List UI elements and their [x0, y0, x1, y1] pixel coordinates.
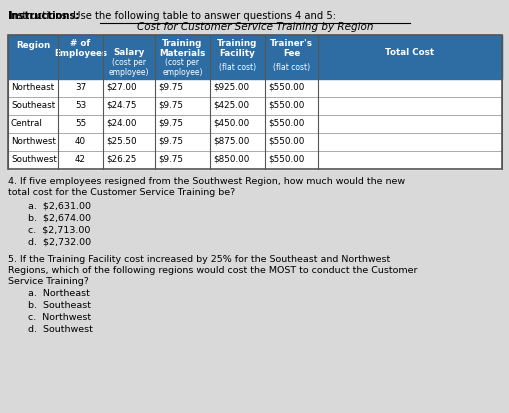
Text: $9.75: $9.75 [158, 137, 183, 145]
Text: $9.75: $9.75 [158, 100, 183, 109]
Text: Northwest: Northwest [11, 137, 56, 145]
Text: (flat cost): (flat cost) [272, 63, 309, 72]
Text: $25.50: $25.50 [106, 137, 136, 145]
Bar [8, 35, 501, 79]
Text: # of
Employees: # of Employees [54, 39, 107, 58]
Text: b.  $2,674.00: b. $2,674.00 [28, 213, 91, 222]
Text: Total Cost: Total Cost [385, 48, 434, 57]
Text: Southwest: Southwest [11, 154, 57, 164]
Text: $850.00: $850.00 [213, 154, 249, 164]
Text: (cost per
employee): (cost per employee) [162, 58, 203, 77]
Text: 53: 53 [75, 100, 86, 109]
Text: d.  $2,732.00: d. $2,732.00 [28, 237, 91, 246]
Text: Southeast: Southeast [11, 100, 55, 109]
Text: 5. If the Training Facility cost increased by 25% for the Southeast and Northwes: 5. If the Training Facility cost increas… [8, 255, 389, 264]
Text: Training
Materials: Training Materials [159, 39, 205, 58]
Text: c.  $2,713.00: c. $2,713.00 [28, 225, 90, 234]
Text: Instructions:: Instructions: [8, 11, 79, 21]
Text: c.  Northwest: c. Northwest [28, 313, 91, 322]
Text: $550.00: $550.00 [267, 154, 304, 164]
Text: Training
Facility: Training Facility [217, 39, 257, 58]
Text: $925.00: $925.00 [213, 83, 248, 92]
Text: $24.00: $24.00 [106, 119, 136, 128]
Text: b.  Southeast: b. Southeast [28, 301, 91, 310]
Text: $24.75: $24.75 [106, 100, 136, 109]
Text: 40: 40 [75, 137, 86, 145]
Bar [8, 35, 501, 169]
Text: 4. If five employees resigned from the Southwest Region, how much would the new: 4. If five employees resigned from the S… [8, 177, 404, 186]
Text: Cost for Customer Service Training by Region: Cost for Customer Service Training by Re… [136, 22, 373, 32]
Text: $26.25: $26.25 [106, 154, 136, 164]
Text: $425.00: $425.00 [213, 100, 248, 109]
Text: $550.00: $550.00 [267, 137, 304, 145]
Text: (cost per
employee): (cost per employee) [108, 58, 149, 77]
Text: $550.00: $550.00 [267, 83, 304, 92]
Text: Instructions: Use the following table to answer questions 4 and 5:: Instructions: Use the following table to… [8, 11, 335, 21]
Text: 42: 42 [75, 154, 86, 164]
Text: d.  Southwest: d. Southwest [28, 325, 93, 334]
Text: total cost for the Customer Service Training be?: total cost for the Customer Service Trai… [8, 188, 235, 197]
Text: Trainer's
Fee: Trainer's Fee [269, 39, 313, 58]
Text: Service Training?: Service Training? [8, 277, 89, 286]
Text: $9.75: $9.75 [158, 119, 183, 128]
Text: $450.00: $450.00 [213, 119, 249, 128]
Text: Region: Region [16, 41, 50, 50]
Text: Salary: Salary [113, 48, 145, 57]
Text: $875.00: $875.00 [213, 137, 249, 145]
Text: $9.75: $9.75 [158, 83, 183, 92]
Text: $27.00: $27.00 [106, 83, 136, 92]
Text: a.  $2,631.00: a. $2,631.00 [28, 201, 91, 210]
Text: (flat cost): (flat cost) [218, 63, 256, 72]
Text: 37: 37 [75, 83, 86, 92]
Text: Central: Central [11, 119, 43, 128]
Text: $9.75: $9.75 [158, 154, 183, 164]
Text: 55: 55 [75, 119, 86, 128]
Text: Regions, which of the following regions would cost the MOST to conduct the Custo: Regions, which of the following regions … [8, 266, 417, 275]
Text: a.  Northeast: a. Northeast [28, 289, 90, 298]
Text: $550.00: $550.00 [267, 119, 304, 128]
Bar [8, 79, 501, 169]
Text: Northeast: Northeast [11, 83, 54, 92]
Text: $550.00: $550.00 [267, 100, 304, 109]
